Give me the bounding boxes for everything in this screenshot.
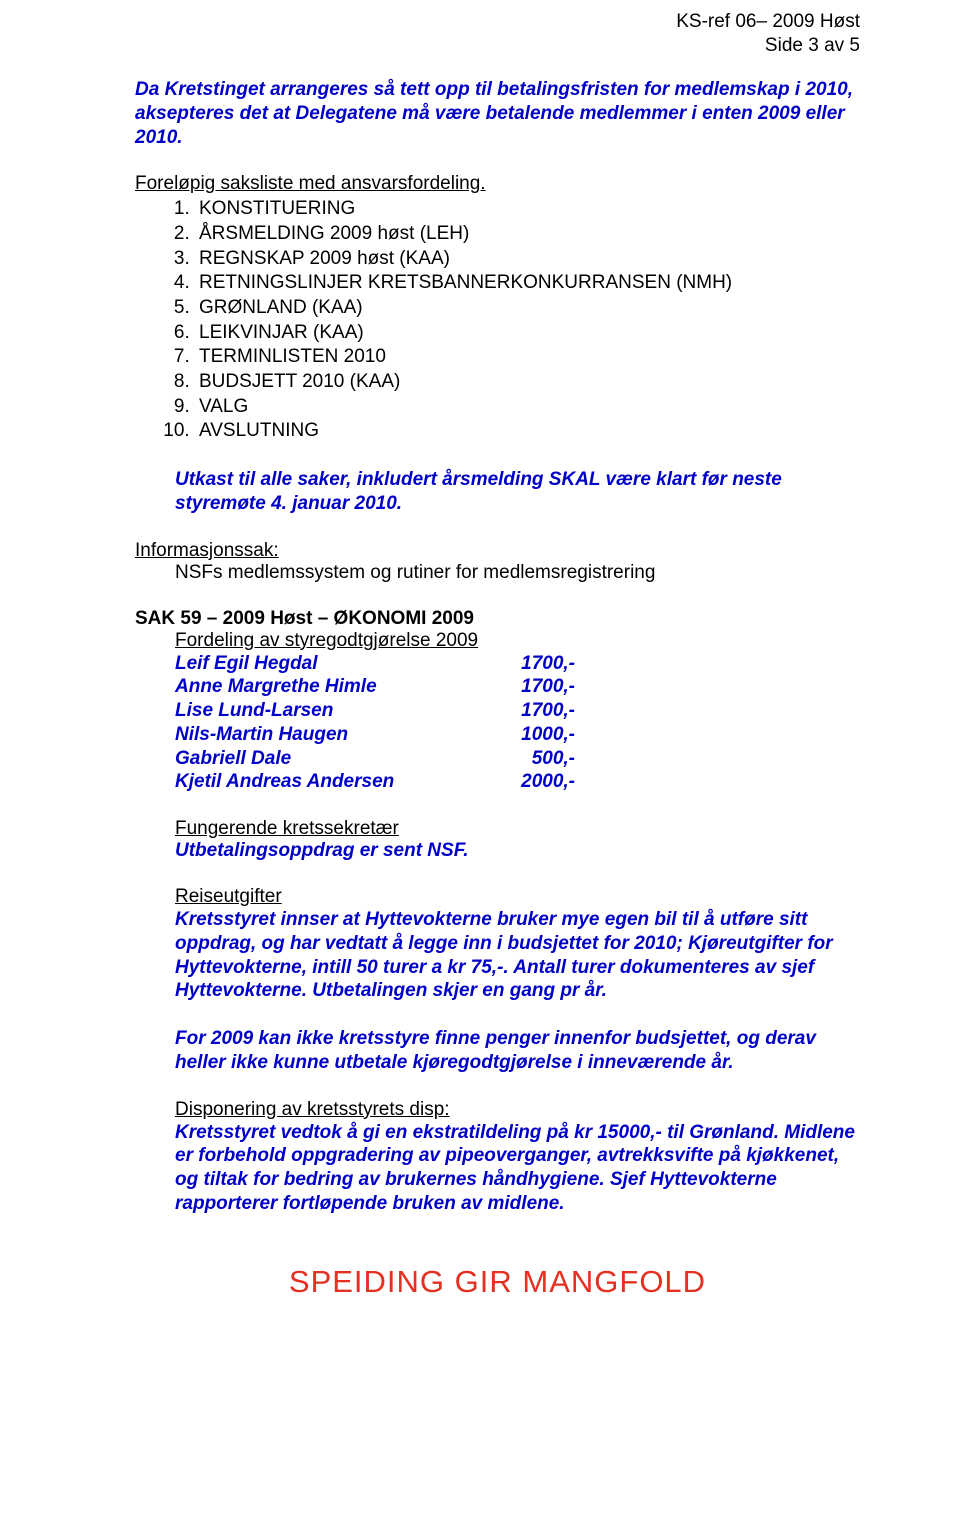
header-page: Side 3 av 5 — [676, 34, 860, 58]
list-item: KONSTITUERING — [195, 197, 860, 222]
fordeling-title: Fordeling av styregodtgjørelse 2009 — [175, 630, 860, 652]
people-row: Gabriell Dale 500,- — [175, 747, 860, 771]
people-row: Lise Lund-Larsen 1700,- — [175, 699, 860, 723]
saksliste-list: KONSTITUERING ÅRSMELDING 2009 høst (LEH)… — [195, 197, 860, 444]
list-item: REGNSKAP 2009 høst (KAA) — [195, 247, 860, 272]
people-name: Leif Egil Hegdal — [175, 652, 455, 676]
info-title: Informasjonssak: — [135, 540, 279, 561]
fungerende-title: Fungerende kretssekretær — [175, 818, 860, 840]
reiseutgifter-para1: Kretsstyret innser at Hyttevokterne bruk… — [175, 908, 860, 1003]
reiseutgifter-title: Reiseutgifter — [175, 886, 860, 908]
people-amount: 1700,- — [455, 675, 575, 699]
info-line: NSFs medlemssystem og rutiner for medlem… — [175, 562, 860, 584]
fungerende-block: Fungerende kretssekretær Utbetalingsoppd… — [175, 818, 860, 862]
people-amount: 1000,- — [455, 723, 575, 747]
people-name: Kjetil Andreas Andersen — [175, 770, 455, 794]
header-ref: KS-ref 06– 2009 Høst — [676, 10, 860, 34]
list-item: LEIKVINJAR (KAA) — [195, 321, 860, 346]
people-name: Anne Margrethe Himle — [175, 675, 455, 699]
list-item: VALG — [195, 395, 860, 420]
people-name: Gabriell Dale — [175, 747, 455, 771]
sak59-title: SAK 59 – 2009 Høst – ØKONOMI 2009 — [135, 608, 860, 630]
header-right: KS-ref 06– 2009 Høst Side 3 av 5 — [676, 10, 860, 58]
list-item: AVSLUTNING — [195, 419, 860, 444]
people-amount: 1700,- — [455, 652, 575, 676]
list-item: TERMINLISTEN 2010 — [195, 345, 860, 370]
people-amount: 2000,- — [455, 770, 575, 794]
reiseutgifter-para2: For 2009 kan ikke kretsstyre finne penge… — [175, 1027, 860, 1075]
utkast-paragraph: Utkast til alle saker, inkludert årsmeld… — [175, 468, 860, 516]
info-block: Informasjonssak: NSFs medlemssystem og r… — [135, 540, 860, 584]
people-row: Anne Margrethe Himle 1700,- — [175, 675, 860, 699]
people-row: Leif Egil Hegdal 1700,- — [175, 652, 860, 676]
disp-title: Disponering av kretsstyrets disp: — [175, 1099, 860, 1121]
people-name: Lise Lund-Larsen — [175, 699, 455, 723]
list-item: BUDSJETT 2010 (KAA) — [195, 370, 860, 395]
saksliste-title: Foreløpig saksliste med ansvarsfordeling… — [135, 173, 860, 195]
people-list: Leif Egil Hegdal 1700,- Anne Margrethe H… — [175, 652, 860, 795]
page: KS-ref 06– 2009 Høst Side 3 av 5 Da Kret… — [0, 0, 960, 1520]
intro-paragraph: Da Kretstinget arrangeres så tett opp ti… — [135, 78, 860, 149]
fungerende-line: Utbetalingsoppdrag er sent NSF. — [175, 840, 860, 862]
list-item: GRØNLAND (KAA) — [195, 296, 860, 321]
list-item: ÅRSMELDING 2009 høst (LEH) — [195, 222, 860, 247]
list-item: RETNINGSLINJER KRETSBANNERKONKURRANSEN (… — [195, 271, 860, 296]
people-name: Nils-Martin Haugen — [175, 723, 455, 747]
disp-para: Kretsstyret vedtok å gi en ekstratildeli… — [175, 1121, 860, 1216]
people-row: Nils-Martin Haugen 1000,- — [175, 723, 860, 747]
people-amount: 500,- — [455, 747, 575, 771]
people-amount: 1700,- — [455, 699, 575, 723]
footer-slogan: SPEIDING GIR MANGFOLD — [135, 1264, 860, 1300]
people-row: Kjetil Andreas Andersen 2000,- — [175, 770, 860, 794]
